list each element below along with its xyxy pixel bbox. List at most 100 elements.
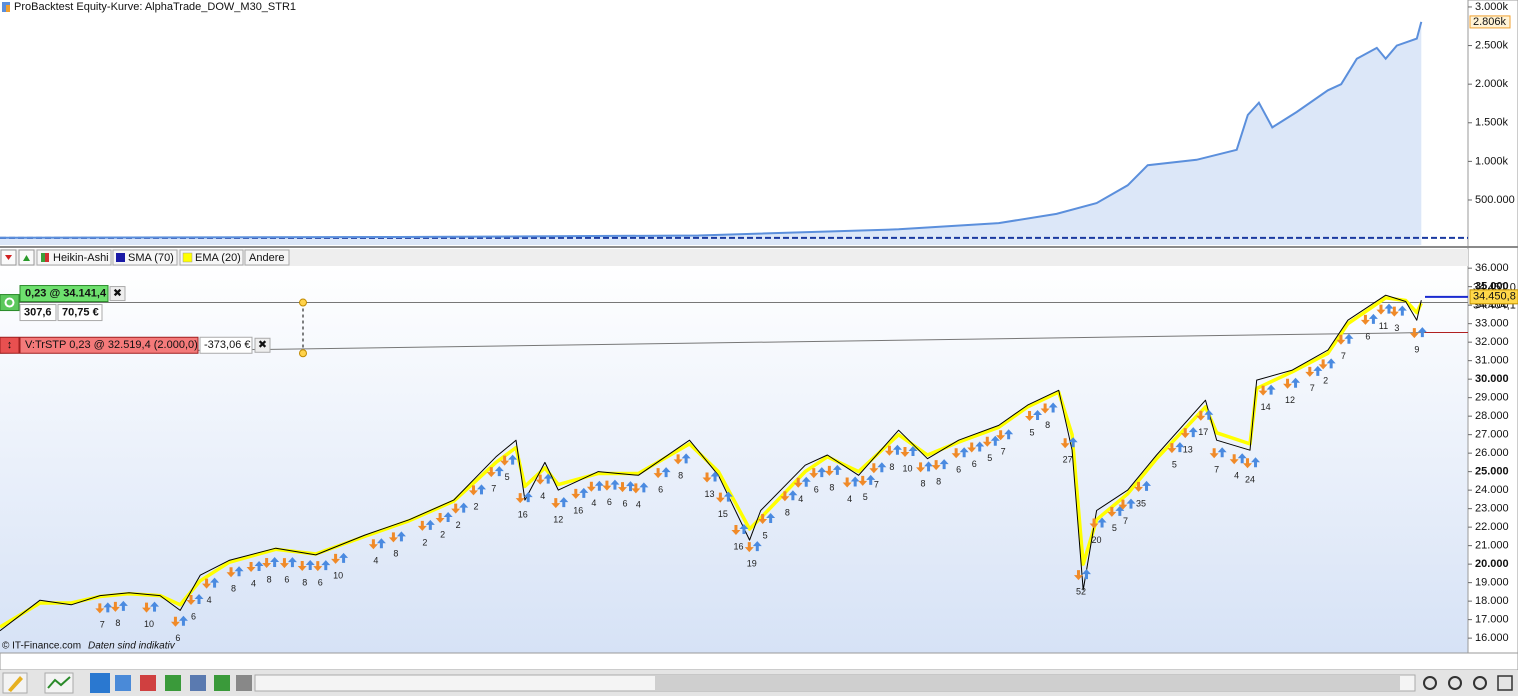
trade-label: 16 [733, 541, 743, 551]
order-handle [299, 298, 307, 307]
sell-arrow [900, 446, 910, 457]
sell-arrow [631, 483, 641, 494]
legend-button[interactable] [244, 249, 290, 266]
trade-label: 19 [747, 559, 757, 569]
buy-arrow [1217, 447, 1227, 458]
sell-arrow [500, 455, 510, 466]
buy-arrow [543, 473, 553, 484]
trade-label: 6 [175, 633, 180, 643]
buy-arrow [118, 600, 128, 611]
footer-note: Daten sind indikativ [88, 641, 176, 652]
sell-arrow [951, 448, 961, 459]
legend-bar [0, 249, 1468, 266]
sell-arrow [1196, 410, 1206, 421]
trade-label: 6 [607, 497, 612, 507]
price-panel [0, 266, 1468, 653]
close-icon: ✖ [113, 287, 122, 299]
last-price-box [1469, 289, 1518, 305]
toolbar-button[interactable] [165, 675, 181, 691]
buy-arrow [877, 462, 887, 473]
buy-arrow [1384, 303, 1394, 314]
zoom-in-button[interactable] [1473, 676, 1487, 690]
toolbar-button[interactable] [140, 675, 156, 691]
sell-arrow [417, 520, 427, 531]
legend-swatch [182, 252, 193, 263]
trade-label: 4 [207, 595, 212, 605]
sell-arrow [1209, 448, 1219, 459]
fit-button[interactable] [1497, 675, 1513, 691]
toolbar-button[interactable] [214, 675, 230, 691]
sell-arrow [744, 542, 754, 553]
buy-arrow [287, 557, 297, 568]
buy-arrow [1237, 453, 1247, 464]
buy-arrow [661, 467, 671, 478]
buy-arrow [610, 479, 620, 490]
y-tick-label: 32.000 [1475, 336, 1509, 348]
buy-arrow [788, 490, 798, 501]
sell-arrow [1025, 410, 1035, 421]
scrollbar-thumb[interactable] [655, 676, 1400, 690]
y-tick-label: 25.000 [1475, 466, 1509, 478]
buy-arrow [523, 492, 533, 503]
last-price-label: 34.450,8 [1473, 291, 1516, 303]
trade-label: 6 [814, 484, 819, 494]
buy-arrow [1368, 313, 1378, 324]
y-tick-label: 21.000 [1475, 540, 1509, 552]
y-tick-label: 2.000k [1475, 78, 1509, 90]
buy-arrow [1004, 429, 1014, 440]
trade-label: 5 [1112, 523, 1117, 533]
trade-label: 24 [1245, 475, 1255, 485]
trade-label: 12 [1285, 395, 1295, 405]
buy-arrow [710, 471, 720, 482]
buy-arrow [476, 484, 486, 495]
trade-label: 8 [231, 584, 236, 594]
sell-arrow [1336, 334, 1346, 345]
y-tick-label: 23.000 [1475, 503, 1509, 515]
toolbar-button[interactable] [236, 675, 252, 691]
buy-arrow [832, 464, 842, 475]
buy-arrow [594, 480, 604, 491]
sell-arrow [967, 442, 977, 453]
sell-arrow [313, 561, 323, 572]
buy-arrow [305, 560, 315, 571]
legend-button[interactable] [112, 249, 178, 266]
stop-icon [0, 336, 20, 354]
legend-button[interactable] [179, 249, 244, 266]
trade-label: 7 [874, 480, 879, 490]
toolbar-button[interactable] [190, 675, 206, 691]
sell-arrow [1134, 481, 1144, 492]
buy-arrow [681, 453, 691, 464]
sell-arrow [1118, 499, 1128, 510]
order-box [19, 285, 109, 303]
toolbar-button[interactable] [115, 675, 131, 691]
y-tick-label: 31.000 [1475, 355, 1509, 367]
sell-arrow [586, 481, 596, 492]
y-tick-label: 33.000 [1475, 318, 1509, 330]
trade-label: 3 [1394, 323, 1399, 333]
zoom-out-button[interactable] [1448, 676, 1462, 690]
buy-arrow [210, 577, 220, 588]
sell-arrow [842, 477, 852, 488]
expand-icon [23, 255, 30, 261]
price-axis-column [1467, 0, 1518, 654]
toolbar-buttons [2, 672, 1513, 694]
sell-arrow [226, 567, 236, 578]
zoom-button[interactable] [1423, 676, 1437, 690]
sell-arrow [1389, 306, 1399, 317]
sell-arrow [170, 616, 180, 627]
y-tick-label: 18.000 [1475, 595, 1509, 607]
share-button[interactable] [90, 673, 110, 693]
close-button[interactable] [109, 286, 126, 302]
close-button[interactable] [254, 337, 271, 353]
stop-detail: -373,06 € [204, 339, 250, 351]
trade-label: 4 [847, 494, 852, 504]
buy-arrow [723, 491, 733, 502]
stop-icon-glyph: ↕ [7, 339, 13, 351]
buy-arrow [739, 523, 749, 534]
legend-swatch [116, 253, 125, 262]
y-tick-label: 500.000 [1475, 194, 1515, 206]
order-handle [299, 349, 307, 358]
y-tick-label: 20.000 [1475, 558, 1509, 570]
trade-label: 4 [540, 491, 545, 501]
legend-button[interactable] [36, 249, 112, 266]
